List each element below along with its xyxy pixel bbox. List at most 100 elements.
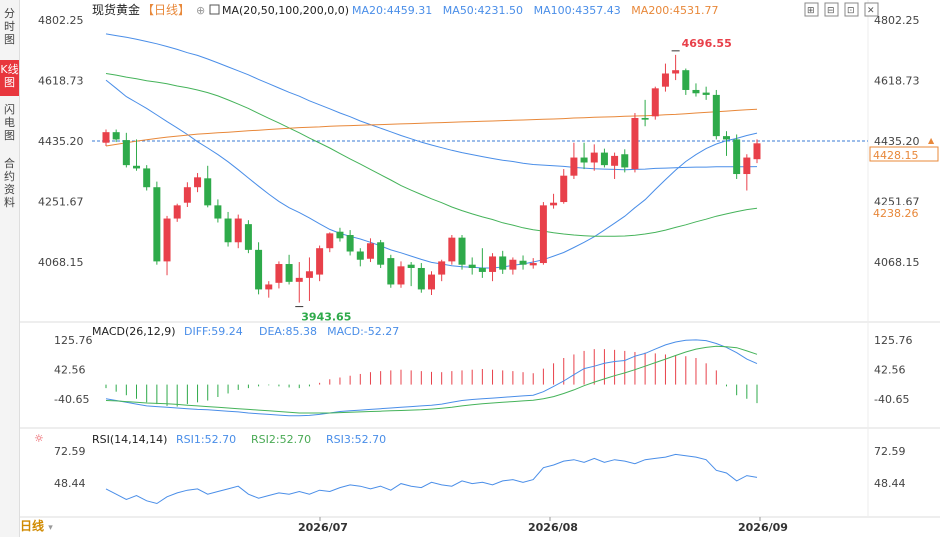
candle-body bbox=[326, 233, 334, 249]
zoom-in-icon-glyph: ⊞ bbox=[807, 6, 815, 16]
low-annotation: 3943.65 bbox=[301, 311, 351, 324]
side-tab-3[interactable]: 合约资料 bbox=[4, 157, 15, 209]
candle-body bbox=[448, 237, 456, 262]
fullscreen-icon-glyph: ⊡ bbox=[847, 6, 855, 16]
price-up-marker: ▲ bbox=[928, 136, 935, 145]
candle-body bbox=[478, 267, 486, 272]
ma50-box bbox=[870, 205, 938, 219]
rsi-legend-item: RSI3:52.70 bbox=[326, 433, 386, 446]
candle-body bbox=[499, 256, 507, 270]
candle-body bbox=[163, 218, 171, 262]
x-axis-label: 2026/07 bbox=[298, 521, 348, 534]
candle-body bbox=[428, 274, 435, 290]
candle-body bbox=[661, 73, 669, 87]
ma-legend-item: MA200:4531.77 bbox=[631, 4, 718, 17]
candle-body bbox=[590, 152, 598, 163]
period-label: 【日线】 bbox=[142, 3, 190, 17]
candle-body bbox=[672, 70, 680, 74]
candle-body bbox=[621, 154, 629, 168]
candle-body bbox=[489, 256, 497, 272]
zoom-out-icon[interactable] bbox=[824, 2, 839, 17]
macd-right-tick: 125.76 bbox=[874, 334, 913, 347]
candle-body bbox=[651, 88, 659, 117]
candle-body bbox=[417, 267, 425, 290]
candle-body bbox=[509, 259, 517, 270]
candle-body bbox=[560, 175, 568, 203]
candle-body bbox=[133, 165, 141, 169]
close-icon-glyph: ✕ bbox=[867, 6, 875, 16]
rsi-right-tick: 72.59 bbox=[874, 445, 906, 458]
kline-chart[interactable]: 现货黄金 【日线】 ⊕ MA(20,50,100,200,0,0) MA20:4459.… bbox=[19, 0, 940, 537]
rsi-legend-title: RSI(14,14,14) bbox=[92, 433, 167, 446]
left-price-tick: 4802.25 bbox=[38, 14, 84, 27]
candle-body bbox=[722, 136, 730, 140]
macd-legend-item: MACD:-52.27 bbox=[327, 325, 399, 338]
indicator-toggle-icon[interactable] bbox=[209, 4, 220, 15]
candle-body bbox=[214, 205, 222, 219]
right-price-tick: 4068.15 bbox=[874, 256, 920, 269]
left-price-tick: 4618.73 bbox=[38, 74, 84, 87]
ma-line-ma100 bbox=[105, 33, 758, 171]
macd-legend-item: DIFF:59.24 bbox=[184, 325, 243, 338]
x-axis-label: 2026/09 bbox=[738, 521, 788, 534]
close-icon[interactable] bbox=[864, 2, 879, 17]
candle-body bbox=[712, 94, 720, 137]
candle-body bbox=[255, 249, 263, 290]
period-label[interactable]: 日线 bbox=[20, 519, 45, 533]
right-price-tick: 4618.73 bbox=[874, 74, 920, 87]
candle-body bbox=[743, 157, 751, 175]
macd-legend-title: MACD(26,12,9) bbox=[92, 325, 176, 338]
ma-legend-item: MA20:4459.31 bbox=[352, 4, 432, 17]
candle-body bbox=[224, 218, 232, 243]
candle-body bbox=[265, 284, 273, 290]
candle-body bbox=[356, 251, 364, 260]
ma-line-ma200 bbox=[105, 108, 758, 147]
candle-body bbox=[204, 178, 212, 206]
right-price-tick: 4802.25 bbox=[874, 14, 920, 27]
candle-body bbox=[702, 92, 710, 95]
candle-body bbox=[438, 261, 446, 275]
macd-right-tick: -40.65 bbox=[874, 393, 909, 406]
candle-body bbox=[580, 157, 588, 163]
candle-body bbox=[570, 157, 578, 176]
candle-body bbox=[305, 271, 313, 278]
macd-left-tick: -40.65 bbox=[54, 393, 89, 406]
x-axis-label: 2026/08 bbox=[528, 521, 578, 534]
candle-body bbox=[143, 168, 151, 188]
instrument-name: 现货黄金 bbox=[92, 2, 140, 17]
candle-body bbox=[336, 231, 344, 239]
candle-body bbox=[244, 224, 252, 250]
right-price-tick: 4435.20 bbox=[874, 135, 920, 148]
fullscreen-icon[interactable] bbox=[844, 2, 859, 17]
ma50-price-label: 4238.26 bbox=[873, 207, 919, 220]
candle-body bbox=[397, 266, 405, 285]
candle-body bbox=[346, 235, 354, 252]
candle-body bbox=[387, 258, 395, 285]
rsi-right-tick: 48.44 bbox=[874, 477, 906, 490]
candle-body bbox=[407, 264, 415, 268]
side-tab-1[interactable]: K线图 bbox=[0, 60, 19, 96]
macd-left-tick: 125.76 bbox=[54, 334, 93, 347]
candle-body bbox=[611, 155, 619, 166]
candle-body bbox=[458, 237, 466, 265]
zoom-in-icon[interactable] bbox=[804, 2, 819, 17]
last-price-box bbox=[869, 146, 939, 162]
candle-body bbox=[234, 218, 242, 243]
candle-body bbox=[377, 242, 385, 265]
period-selector[interactable]: 日线 ▾ bbox=[20, 517, 90, 537]
chevron-down-icon[interactable]: ▾ bbox=[48, 523, 53, 533]
candle-body bbox=[366, 243, 374, 259]
side-tab-0[interactable]: 分时图 bbox=[4, 7, 15, 46]
rsi-legend-item: RSI1:52.70 bbox=[176, 433, 236, 446]
candle-body bbox=[550, 202, 558, 206]
ma-legend-item: MA50:4231.50 bbox=[443, 4, 523, 17]
side-tab-2[interactable]: 闪电图 bbox=[4, 103, 15, 142]
candle-body bbox=[631, 117, 639, 170]
macd-diff-line bbox=[105, 339, 758, 417]
rsi-left-tick: 48.44 bbox=[54, 477, 86, 490]
candle-body bbox=[183, 187, 191, 203]
candle-body bbox=[468, 264, 476, 268]
candle-body bbox=[539, 205, 547, 264]
candle-body bbox=[641, 117, 649, 120]
period-tabs: 分时图 K线图闪电图合约资料 bbox=[0, 0, 20, 537]
